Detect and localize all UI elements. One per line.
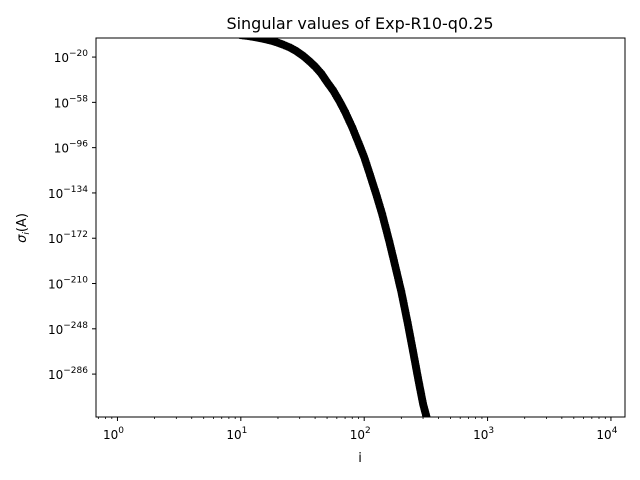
y-tick-label-exp: −58 <box>69 94 88 104</box>
y-axis-ticks: 10−2010−5810−9610−13410−17210−21010−2481… <box>48 49 96 382</box>
y-axis-label: σi(A) <box>15 213 32 243</box>
x-axis-label: i <box>358 451 362 466</box>
plot-marks <box>115 38 431 417</box>
x-tick-label-base: 10 <box>350 428 365 442</box>
x-tick-label: 101 <box>226 426 247 442</box>
y-axis-label-suffix: (A) <box>15 213 30 232</box>
data-point <box>174 38 179 39</box>
y-tick-label-base: 10 <box>54 51 69 65</box>
x-tick-label-exp: 2 <box>365 426 371 436</box>
y-tick-label: 10−20 <box>54 49 89 65</box>
y-axis-label-sub: i <box>22 232 32 235</box>
x-tick-label: 100 <box>103 426 124 442</box>
y-tick-label: 10−210 <box>48 276 88 292</box>
y-tick-label-exp: −20 <box>69 49 88 59</box>
y-tick-label: 10−172 <box>48 230 88 246</box>
x-tick-label-exp: 4 <box>612 426 618 436</box>
x-tick-label-base: 10 <box>226 428 241 442</box>
y-tick-label-exp: −134 <box>63 185 88 195</box>
data-point-dense <box>421 410 430 417</box>
x-tick-label: 102 <box>350 426 371 442</box>
data-point <box>152 38 157 39</box>
data-point <box>201 38 206 39</box>
y-tick-label-base: 10 <box>54 96 69 110</box>
series-line <box>255 38 428 417</box>
y-tick-label: 10−58 <box>54 94 89 110</box>
chart-title: Singular values of Exp-R10-q0.25 <box>226 14 493 33</box>
x-tick-label: 103 <box>473 426 494 442</box>
y-tick-label-exp: −210 <box>63 276 88 286</box>
y-tick-label-exp: −286 <box>63 366 88 376</box>
x-tick-label-base: 10 <box>473 428 488 442</box>
y-tick-label-base: 10 <box>48 323 63 337</box>
y-tick-label: 10−134 <box>48 185 88 201</box>
x-axis-ticks: 100 101 102 103 104 <box>97 417 618 442</box>
x-tick-label-base: 10 <box>596 428 611 442</box>
y-tick-label: 10−248 <box>48 321 88 337</box>
y-tick-label: 10−286 <box>48 366 88 382</box>
plot-frame <box>95 37 626 418</box>
y-tick-label-base: 10 <box>54 142 69 156</box>
y-tick-label-base: 10 <box>48 368 63 382</box>
x-tick-label-exp: 1 <box>242 426 248 436</box>
y-axis-label-base: σ <box>15 234 30 243</box>
data-point <box>115 38 120 39</box>
x-tick-label: 104 <box>596 426 617 442</box>
data-point <box>189 38 194 39</box>
y-tick-label-base: 10 <box>48 278 63 292</box>
y-tick-label-exp: −248 <box>63 321 88 331</box>
x-tick-label-base: 10 <box>103 428 118 442</box>
data-point <box>219 38 224 39</box>
x-tick-label-exp: 0 <box>118 426 124 436</box>
y-tick-label: 10−96 <box>54 140 89 156</box>
x-tick-label-exp: 3 <box>488 426 494 436</box>
y-tick-label-exp: −172 <box>63 230 88 240</box>
data-point <box>211 38 216 39</box>
y-tick-label-base: 10 <box>48 187 63 201</box>
y-tick-label-base: 10 <box>48 232 63 246</box>
y-tick-label-exp: −96 <box>69 140 88 150</box>
